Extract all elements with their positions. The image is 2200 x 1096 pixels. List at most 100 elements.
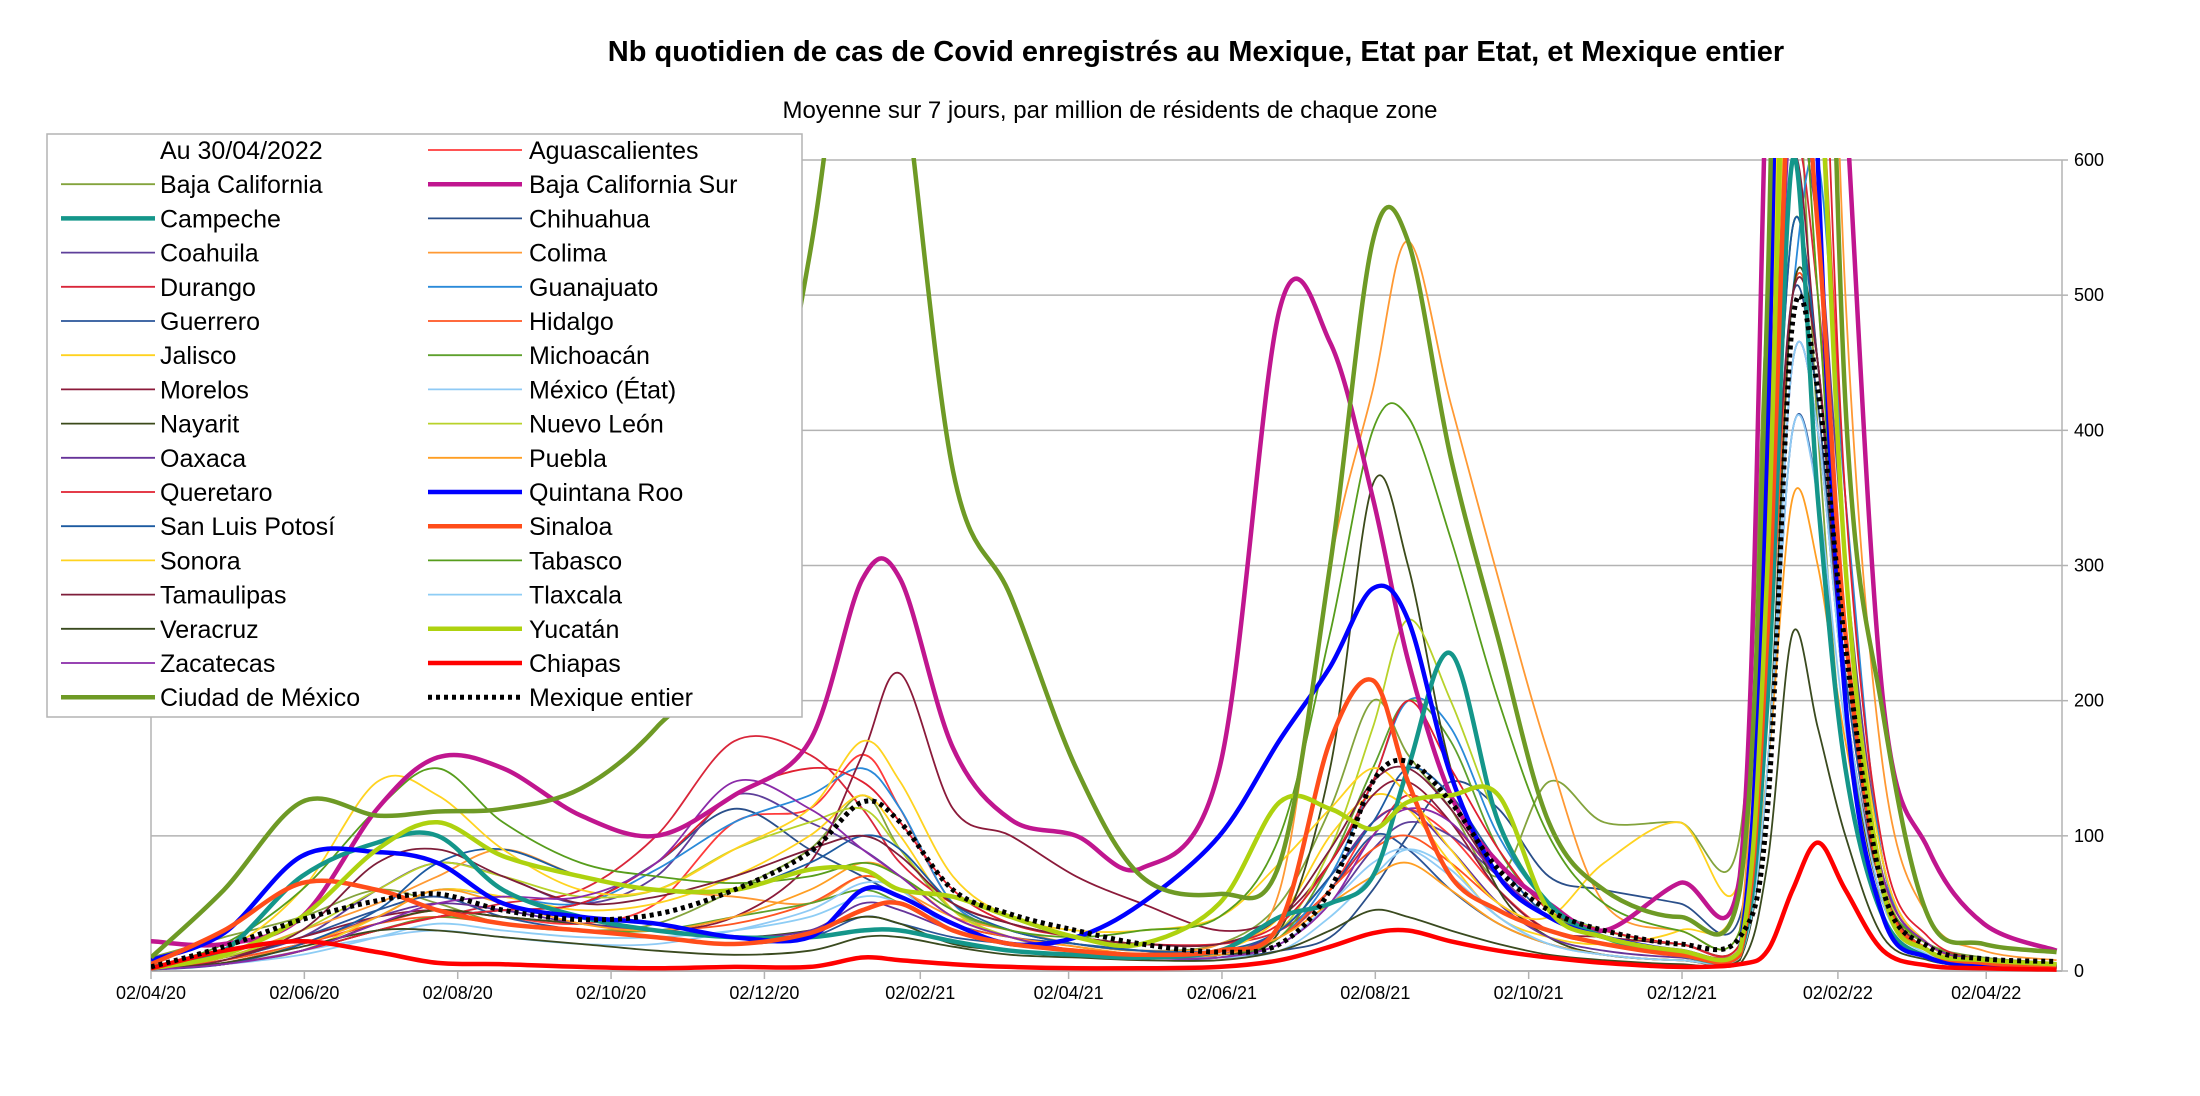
y-tick-label: 400 xyxy=(2074,420,2104,440)
legend-label: San Luis Potosí xyxy=(160,513,335,541)
legend-item-morelos: Morelos xyxy=(61,376,249,404)
legend-item-tabasco: Tabasco xyxy=(428,547,622,575)
legend-label: Tamaulipas xyxy=(160,582,286,610)
x-tick-label: 02/02/21 xyxy=(885,983,955,1003)
legend-item-chihuahua: Chihuahua xyxy=(428,205,650,233)
x-tick-label: 02/10/20 xyxy=(576,983,646,1003)
legend-label: Michoacán xyxy=(529,342,650,370)
legend-label: Quintana Roo xyxy=(529,479,683,507)
legend-item-queretaro: Queretaro xyxy=(61,479,273,507)
legend-item-sonora: Sonora xyxy=(61,547,241,575)
x-tick-label: 02/10/21 xyxy=(1494,983,1564,1003)
legend-item-nayarit: Nayarit xyxy=(61,411,239,439)
y-tick-label: 200 xyxy=(2074,691,2104,711)
legend-label: Coahuila xyxy=(160,240,259,268)
x-tick-label: 02/08/20 xyxy=(423,983,493,1003)
legend-item-chiapas: Chiapas xyxy=(428,650,621,678)
legend-label: Jalisco xyxy=(160,342,236,370)
legend-item-zacatecas: Zacatecas xyxy=(61,650,275,678)
x-tick-label: 02/06/20 xyxy=(269,983,339,1003)
legend-item-colima: Colima xyxy=(428,240,607,268)
legend-item-yucatan: Yucatán xyxy=(428,616,619,644)
series-line-sonora xyxy=(151,158,2057,968)
series-line-quintana-roo xyxy=(151,158,2057,970)
legend-label: Ciudad de México xyxy=(160,684,360,712)
legend-item-puebla: Puebla xyxy=(428,445,607,473)
legend-label: Guanajuato xyxy=(529,274,658,302)
legend-item-tlaxcala: Tlaxcala xyxy=(428,582,622,610)
x-tick-label: 02/12/21 xyxy=(1647,983,1717,1003)
legend-label: Hidalgo xyxy=(529,308,614,336)
series-line-veracruz xyxy=(151,628,2057,971)
legend-item-ciudad-de-mexico: Ciudad de México xyxy=(61,684,360,712)
legend-label: Sonora xyxy=(160,547,241,575)
series-line-tamaulipas xyxy=(151,276,2057,971)
legend-label: Veracruz xyxy=(160,616,259,644)
legend-label: Yucatán xyxy=(529,616,619,644)
series-line-chiapas xyxy=(151,840,2057,972)
legend-item-michoacan: Michoacán xyxy=(428,342,650,370)
series-line-tabasco xyxy=(151,158,2057,968)
legend-item-tamaulipas: Tamaulipas xyxy=(61,582,286,610)
legend-label: Zacatecas xyxy=(160,650,275,678)
y-tick-label: 0 xyxy=(2074,961,2084,981)
legend-label: Campeche xyxy=(160,205,281,233)
legend-item-campeche: Campeche xyxy=(61,205,281,233)
legend-label: Colima xyxy=(529,240,607,268)
legend-item-guanajuato: Guanajuato xyxy=(428,274,658,302)
legend-item-durango: Durango xyxy=(61,274,256,302)
legend-item-baja-california-sur: Baja California Sur xyxy=(428,171,737,199)
chart-title: Nb quotidien de cas de Covid enregistrés… xyxy=(608,36,1784,68)
legend-item-baja-california: Baja California xyxy=(61,171,323,199)
legend-item-sinaloa: Sinaloa xyxy=(428,513,612,541)
legend-item-coahuila: Coahuila xyxy=(61,240,259,268)
legend-label: Chiapas xyxy=(529,650,621,678)
legend-label: Oaxaca xyxy=(160,445,246,473)
legend-label: Mexique entier xyxy=(529,684,693,712)
series-line-nuevo-leon xyxy=(151,158,2057,970)
legend-item-mexico-etat: México (État) xyxy=(428,375,676,404)
legend-box xyxy=(46,133,803,718)
x-tick-label: 02/12/20 xyxy=(729,983,799,1003)
chart-subtitle: Moyenne sur 7 jours, par million de rési… xyxy=(782,97,1437,124)
x-tick-label: 02/02/22 xyxy=(1803,983,1873,1003)
x-tick-label: 02/04/20 xyxy=(116,983,186,1003)
legend-label: Nayarit xyxy=(160,411,239,439)
x-tick-label: 02/04/21 xyxy=(1034,983,1104,1003)
series-line-mexique-entier xyxy=(151,293,2057,970)
y-tick-label: 600 xyxy=(2074,150,2104,170)
x-tick-label: 02/04/22 xyxy=(1951,983,2021,1003)
legend-label: México (État) xyxy=(529,375,676,404)
series-line-baja-california-sur xyxy=(151,158,2058,953)
legend-item-mexique-entier: Mexique entier xyxy=(428,684,693,712)
legend-label: Chihuahua xyxy=(529,205,650,233)
legend-label: Baja California Sur xyxy=(529,171,737,199)
legend-item-guerrero: Guerrero xyxy=(61,308,260,336)
legend-item-veracruz: Veracruz xyxy=(61,616,259,644)
legend-label: Puebla xyxy=(529,445,607,473)
legend-label: Durango xyxy=(160,274,256,302)
legend-label: Sinaloa xyxy=(529,513,612,541)
legend-label: Baja California xyxy=(160,171,323,199)
legend-item-nuevo-leon: Nuevo León xyxy=(428,411,664,439)
legend-label: Tabasco xyxy=(529,547,622,575)
legend: Au 30/04/2022 Aguascalientes Baja Califor… xyxy=(46,133,803,718)
legend-item-aguascalientes: Aguascalientes xyxy=(428,137,699,165)
legend-item-san-luis-potosi: San Luis Potosí xyxy=(61,513,335,541)
legend-label: Queretaro xyxy=(160,479,273,507)
legend-item-jalisco: Jalisco xyxy=(61,342,236,370)
legend-title: Au 30/04/2022 xyxy=(160,137,323,165)
x-tick-label: 02/06/21 xyxy=(1187,983,1257,1003)
legend-item-oaxaca: Oaxaca xyxy=(61,445,246,473)
y-tick-label: 300 xyxy=(2074,556,2104,576)
y-tick-label: 500 xyxy=(2074,285,2104,305)
x-tick-label: 02/08/21 xyxy=(1340,983,1410,1003)
legend-label: Aguascalientes xyxy=(529,137,699,165)
legend-label: Tlaxcala xyxy=(529,582,622,610)
legend-label: Morelos xyxy=(160,376,249,404)
legend-label: Guerrero xyxy=(160,308,260,336)
legend-item-quintana-roo: Quintana Roo xyxy=(428,479,683,507)
series-line-yucatan xyxy=(151,158,2057,971)
legend-item-hidalgo: Hidalgo xyxy=(428,308,614,336)
